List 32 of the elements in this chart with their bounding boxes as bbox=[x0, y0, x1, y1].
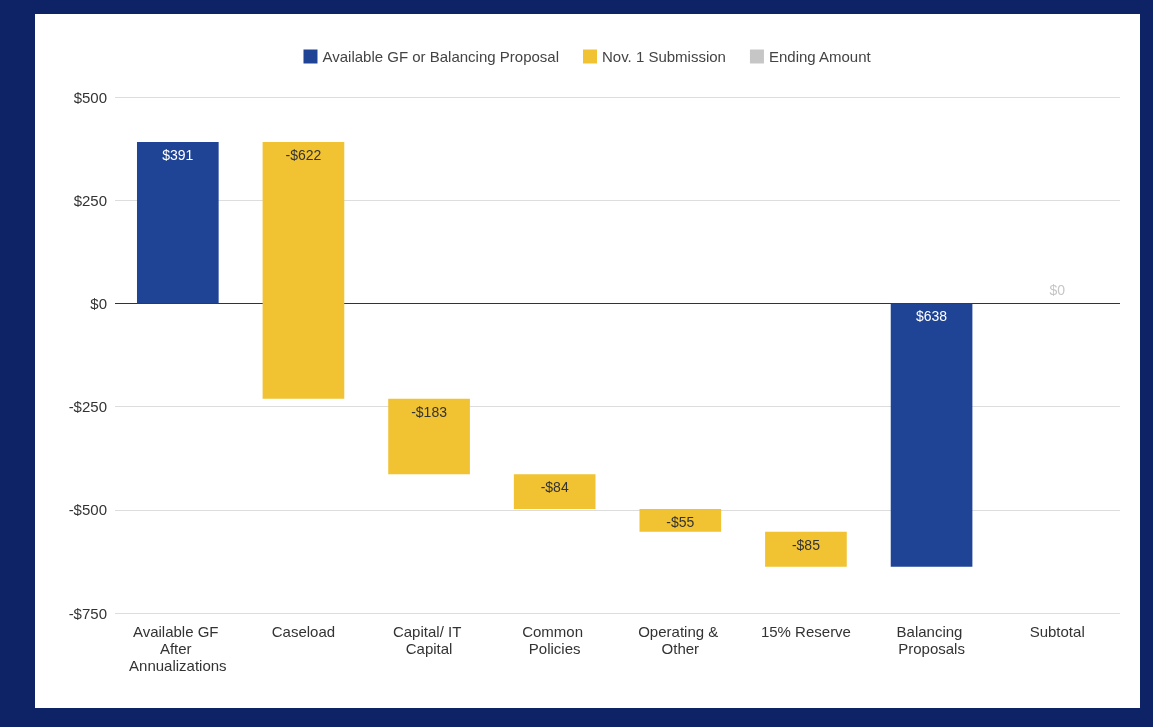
data-label: -$84 bbox=[540, 479, 569, 496]
data-label: $391 bbox=[162, 147, 194, 163]
legend-label: Ending Amount bbox=[768, 48, 872, 65]
legend-label: Available GF or Balancing Proposal bbox=[322, 48, 560, 65]
bar bbox=[890, 303, 973, 567]
bar bbox=[513, 474, 596, 509]
bar bbox=[388, 398, 470, 475]
x-tick-label: Common Policies bbox=[522, 623, 588, 657]
data-label: $638 bbox=[915, 308, 948, 325]
bar bbox=[262, 142, 345, 399]
x-tick-label: Operating & Other bbox=[638, 623, 723, 657]
bar bbox=[136, 142, 219, 304]
bar bbox=[639, 508, 722, 532]
x-tick-label: Balancing Proposals bbox=[896, 623, 967, 657]
y-tick-label: -$500 bbox=[68, 501, 107, 519]
y-tick-label: $0 bbox=[90, 294, 107, 312]
x-tick-label: Subtotal bbox=[1029, 623, 1085, 640]
x-tick-label: Caseload bbox=[271, 623, 336, 640]
x-tick-label: Available GF After Annualizations bbox=[129, 623, 227, 674]
y-tick-label: -$750 bbox=[68, 604, 107, 622]
legend-label: Nov. 1 Submission bbox=[602, 48, 726, 65]
x-tick-label: 15% Reserve bbox=[760, 623, 851, 640]
x-tick-label: Capital/ IT Capital bbox=[392, 623, 466, 657]
data-label: -$55 bbox=[666, 513, 695, 530]
y-tick-label: -$250 bbox=[68, 398, 107, 416]
bar bbox=[765, 531, 847, 567]
data-label: $0 bbox=[1049, 282, 1066, 299]
data-label: -$85 bbox=[791, 536, 821, 553]
data-label: -$622 bbox=[285, 147, 322, 163]
y-tick-label: $250 bbox=[73, 191, 107, 209]
data-label: -$183 bbox=[411, 403, 448, 420]
y-tick-label: $500 bbox=[73, 88, 107, 106]
